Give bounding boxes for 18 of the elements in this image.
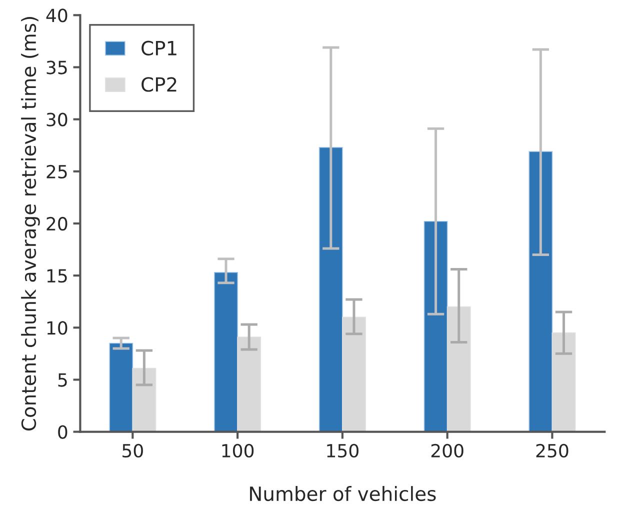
x-tick-label: 200 bbox=[431, 444, 464, 458]
y-tick-label: 40 bbox=[46, 8, 68, 22]
y-tick-label: 5 bbox=[58, 373, 67, 387]
y-axis-title: Content chunk average retrieval time (ms) bbox=[21, 17, 40, 430]
legend-label: CP1 bbox=[142, 40, 176, 56]
x-tick-label: 150 bbox=[327, 444, 358, 458]
x-tick-label: 100 bbox=[222, 444, 254, 458]
y-tick-label: 30 bbox=[46, 112, 68, 126]
legend-label: CP2 bbox=[142, 77, 176, 92]
x-axis-title: Number of vehicles bbox=[250, 486, 436, 502]
y-tick-label: 35 bbox=[46, 60, 67, 74]
x-tick-label: 50 bbox=[122, 444, 143, 458]
y-tick-label: 10 bbox=[47, 321, 68, 335]
y-tick-label: 25 bbox=[46, 164, 67, 178]
y-tick-label: 0 bbox=[58, 425, 68, 439]
y-tick-label: 20 bbox=[46, 216, 68, 231]
y-tick-label: 15 bbox=[47, 269, 67, 283]
x-tick-label: 250 bbox=[536, 444, 568, 458]
